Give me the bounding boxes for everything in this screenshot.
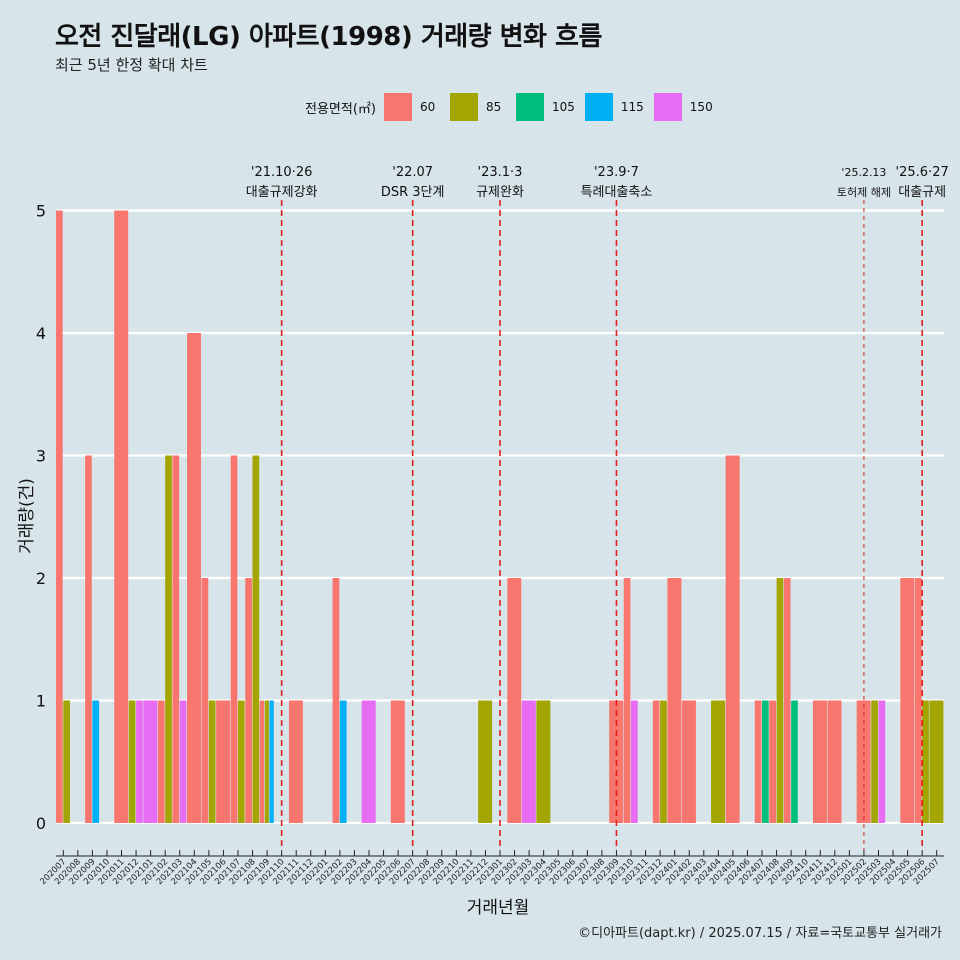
- legend-item-150: 150: [653, 93, 713, 121]
- bar-60-202302: [507, 578, 522, 823]
- annotation-date: '25.2.13: [841, 166, 886, 179]
- bar-85-202105: [208, 700, 216, 823]
- bar-85-202212: [478, 700, 493, 823]
- bar-60-202103: [172, 455, 180, 823]
- bar-150-202012: [136, 700, 143, 823]
- bar-85-202304: [536, 700, 551, 823]
- bar-85-202503: [871, 700, 878, 823]
- bar-60-202405: [725, 455, 740, 823]
- bar-85-202102: [165, 455, 172, 823]
- annotation-date: '25.6·27: [896, 165, 949, 180]
- bar-60-202104: [187, 333, 201, 823]
- bar-150-202204: [361, 700, 376, 823]
- bar-115-202202: [339, 700, 347, 823]
- bar-60-202011: [114, 210, 129, 823]
- bar-85-202012: [128, 700, 136, 823]
- bar-60-202107: [230, 455, 238, 823]
- bar-60-202007: [56, 210, 63, 823]
- bar-60-202106: [216, 700, 231, 823]
- bar-85-202404: [711, 700, 726, 823]
- bar-105-202409: [791, 700, 798, 823]
- bar-60-202402: [681, 700, 696, 823]
- annotation-label: 특례대출축소: [581, 185, 653, 200]
- annotation-date: '21.10·26: [251, 165, 312, 180]
- bar-60-202412: [827, 700, 842, 823]
- chart-subtitle: 최근 5년 한정 확대 차트: [55, 56, 208, 74]
- legend-label-150: 150: [689, 100, 713, 114]
- bar-60-202408: [769, 700, 776, 823]
- y-tick-label: 2: [36, 569, 46, 588]
- source-caption: ©디아파트(dapt.kr) / 2025.07.15 / 자료=국토교통부 실…: [578, 926, 942, 941]
- bar-60-202108: [245, 578, 252, 823]
- y-tick-label: 3: [36, 447, 46, 466]
- annotation-label: 규제완화: [476, 185, 524, 200]
- bar-150-202303: [521, 700, 536, 823]
- bar-85-202108: [252, 455, 260, 823]
- legend-item-105: 105: [515, 93, 575, 121]
- annotation-label: 대출규제: [898, 185, 946, 200]
- legend-swatch-150: [653, 93, 682, 121]
- annotation-label: 대출규제강화: [246, 185, 318, 200]
- bar-60-202109: [259, 700, 265, 823]
- legend: 전용면적(㎡) 60 85 105 115 150: [305, 93, 723, 121]
- bar-60-202206: [390, 700, 405, 823]
- legend-label-85: 85: [485, 100, 502, 114]
- bar-85-202408: [776, 578, 784, 823]
- legend-item-85: 85: [449, 93, 506, 121]
- bar-150-202503: [878, 700, 886, 823]
- bar-85-202109: [264, 700, 269, 823]
- bar-85-202507: [929, 700, 944, 823]
- bar-60-202505: [900, 578, 915, 823]
- bar-60-202401: [667, 578, 682, 823]
- bar-60-202105: [201, 578, 209, 823]
- legend-label-115: 115: [620, 100, 644, 114]
- x-axis-label: 거래년월: [467, 898, 530, 918]
- bar-105-202407: [762, 700, 769, 823]
- annotation-label: 토허제 해제: [837, 185, 891, 199]
- y-axis-label: 거래량(건): [17, 478, 37, 554]
- bar-60-202312: [652, 700, 660, 823]
- legend-title: 전용면적(㎡): [305, 101, 376, 117]
- legend-swatch-115: [584, 93, 613, 121]
- annotation-label: DSR 3단계: [381, 185, 445, 200]
- annotation-date: '23.9·7: [594, 165, 639, 180]
- bar-60-202506: [914, 578, 922, 823]
- bar-60-202102: [157, 700, 165, 823]
- legend-item-115: 115: [584, 93, 644, 121]
- bar-85-202312: [660, 700, 667, 823]
- bars: [56, 210, 944, 823]
- annotation-date: '22.07: [392, 165, 433, 180]
- legend-label-105: 105: [551, 100, 575, 114]
- bar-60-202411: [812, 700, 827, 823]
- bar-150-202101: [143, 700, 158, 823]
- bar-150-202103: [179, 700, 187, 823]
- legend-item-60: 60: [383, 93, 440, 121]
- y-tick-label: 4: [36, 324, 46, 343]
- legend-swatch-85: [449, 93, 478, 121]
- legend-swatch-105: [515, 93, 544, 121]
- y-tick-label: 0: [36, 814, 46, 833]
- bar-60-202409: [783, 578, 791, 823]
- bar-60-202111: [288, 700, 303, 823]
- bar-60-202310: [623, 578, 631, 823]
- y-tick-label: 5: [36, 202, 46, 221]
- annotation-date: '23.1·3: [478, 165, 523, 180]
- bar-115-202009: [92, 700, 100, 823]
- bar-85-202007: [63, 700, 70, 823]
- y-tick-label: 1: [36, 692, 46, 711]
- bar-60-202202: [332, 578, 340, 823]
- bar-60-202009: [85, 455, 92, 823]
- annotations: '21.10·26 대출규제강화 '22.07 DSR 3단계 '23.1·3 규제완화 '…: [246, 165, 949, 850]
- legend-label-60: 60: [419, 100, 436, 114]
- legend-swatch-60: [383, 93, 412, 121]
- bar-85-202107: [237, 700, 245, 823]
- chart-title: 오전 진달래(LG) 아파트(1998) 거래량 변화 흐름: [55, 22, 602, 52]
- bar-60-202407: [754, 700, 762, 823]
- bar-85-202506: [922, 700, 929, 823]
- bar-115-202109: [269, 700, 274, 823]
- bar-150-202310: [631, 700, 638, 823]
